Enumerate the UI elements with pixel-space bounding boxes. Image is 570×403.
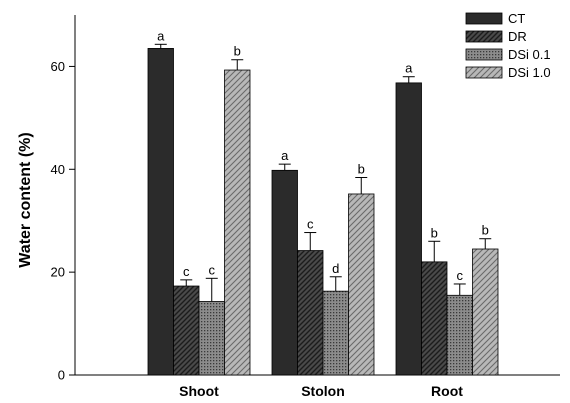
category-labels: Shoot Stolon Root — [179, 383, 463, 399]
bar — [322, 290, 349, 376]
bar — [198, 301, 225, 376]
significance-letter: b — [431, 225, 438, 240]
category-label: Root — [431, 383, 463, 399]
legend: CT DR DSi 0.1 DSi 1.0 — [465, 11, 551, 80]
significance-letter: d — [332, 261, 339, 276]
significance-letter: c — [457, 268, 464, 283]
y-tick-label: 60 — [51, 59, 65, 74]
legend-item: DSi 0.1 — [465, 47, 551, 62]
x-axis: Shoot Stolon Root — [75, 374, 560, 399]
category-label: Shoot — [179, 383, 219, 399]
bar-group-stolon: a c d b — [271, 148, 375, 376]
y-axis: 0 20 40 60 Water content (%) — [17, 15, 76, 383]
bar-group-shoot: a c c b — [147, 28, 251, 376]
significance-letter: a — [157, 28, 165, 43]
legend-swatch — [465, 30, 503, 43]
bar — [348, 193, 375, 376]
bar — [271, 169, 298, 376]
legend-label: DR — [508, 29, 527, 44]
bar — [446, 294, 473, 376]
y-tick-label: 0 — [58, 368, 65, 383]
legend-swatch — [465, 66, 503, 79]
legend-label: DSi 1.0 — [508, 65, 551, 80]
significance-letter: b — [358, 162, 365, 177]
legend-item: DSi 1.0 — [465, 65, 551, 80]
bar-group-root: a b c b — [395, 61, 499, 376]
y-axis-title: Water content (%) — [17, 132, 34, 267]
y-tick-label: 40 — [51, 162, 65, 177]
bar — [421, 261, 448, 376]
bar — [173, 285, 200, 376]
y-ticks: 0 20 40 60 — [51, 59, 75, 383]
legend-label: DSi 0.1 — [508, 47, 551, 62]
legend-item: DR — [465, 29, 527, 44]
significance-letter: a — [405, 61, 413, 76]
significance-letter: a — [281, 148, 289, 163]
category-label: Stolon — [301, 383, 345, 399]
significance-letter: b — [482, 223, 489, 238]
significance-letter: c — [183, 264, 190, 279]
legend-swatch — [465, 48, 503, 61]
legend-item: CT — [465, 11, 525, 26]
significance-letter: b — [234, 44, 241, 59]
bar — [395, 82, 422, 376]
bar-groups: a c c b a c d b a b c b — [147, 28, 499, 376]
bar — [147, 48, 174, 376]
legend-swatch — [465, 12, 503, 25]
bar — [472, 248, 499, 376]
y-tick-label: 20 — [51, 265, 65, 280]
significance-letter: c — [209, 262, 216, 277]
legend-label: CT — [508, 11, 525, 26]
bar — [297, 250, 324, 376]
bar — [224, 69, 251, 376]
significance-letter: c — [307, 217, 314, 232]
